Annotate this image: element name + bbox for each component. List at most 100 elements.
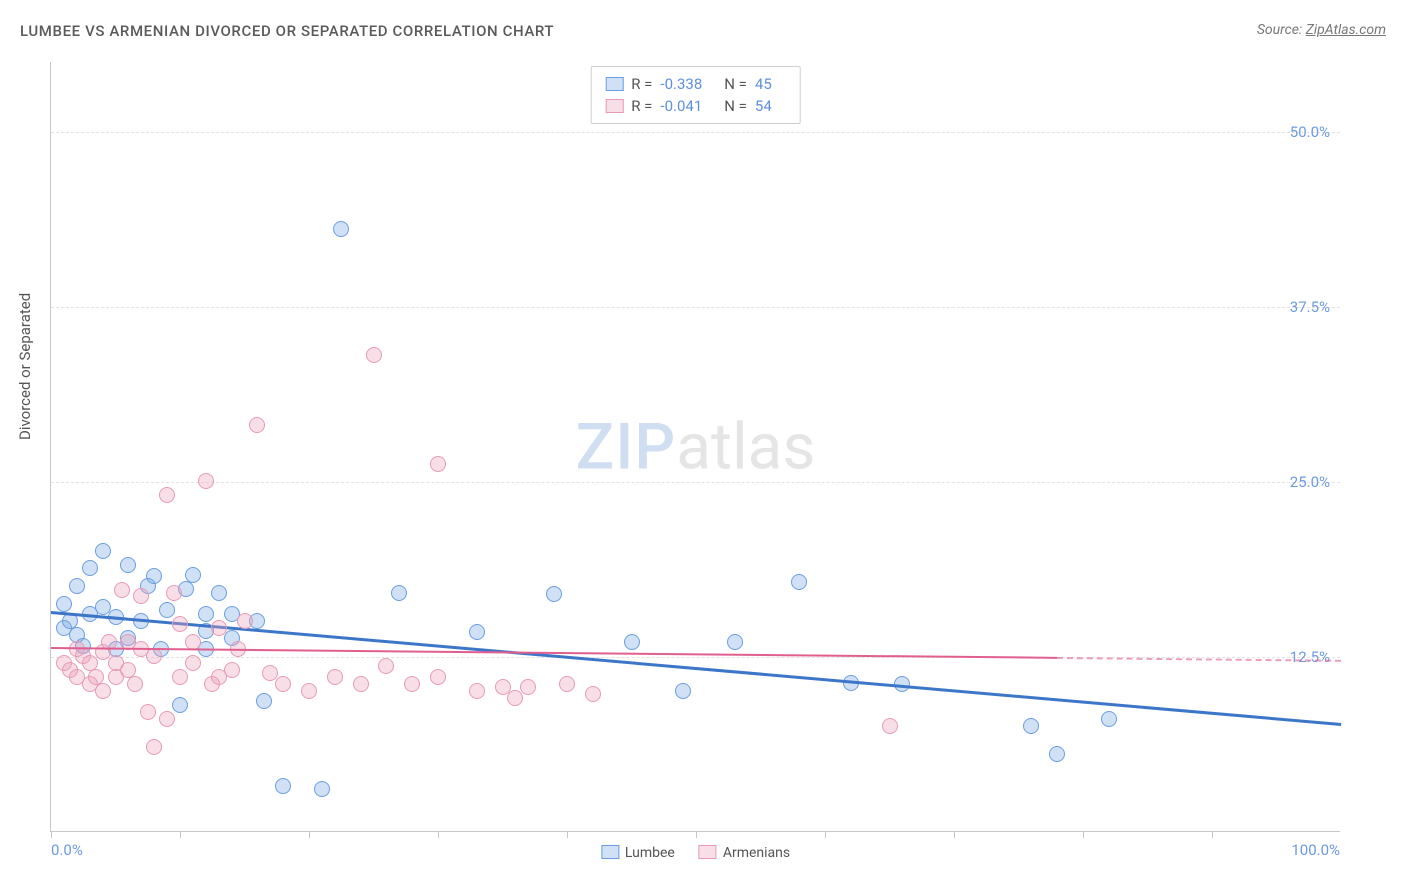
data-point-armenians <box>585 686 601 702</box>
data-point-armenians <box>95 683 111 699</box>
data-point-armenians <box>378 658 394 674</box>
legend-label-lumbee: Lumbee <box>625 845 675 861</box>
x-tick-mark <box>696 831 697 838</box>
data-point-armenians <box>249 417 265 433</box>
watermark-zip: ZIP <box>576 409 677 484</box>
legend-item-armenians[interactable]: Armenians <box>699 845 790 861</box>
x-tick-mark <box>567 831 568 838</box>
data-point-armenians <box>114 582 130 598</box>
data-point-armenians <box>224 662 240 678</box>
source-attribution: Source: ZipAtlas.com <box>1257 22 1386 38</box>
x-label-max: 100.0% <box>1291 841 1340 859</box>
source-prefix: Source: <box>1257 22 1306 38</box>
legend-N-value-armenians: 54 <box>755 95 772 117</box>
x-tick-mark <box>954 831 955 838</box>
x-tick-mark <box>309 831 310 838</box>
data-point-armenians <box>404 676 420 692</box>
watermark-atlas: atlas <box>676 409 815 484</box>
y-tick-label: 25.0% <box>1290 473 1330 491</box>
legend-N-value-lumbee: 45 <box>755 73 772 95</box>
data-point-lumbee <box>727 634 743 650</box>
data-point-armenians <box>172 616 188 632</box>
x-label-min: 0.0% <box>51 841 83 859</box>
legend-label-armenians: Armenians <box>723 845 790 861</box>
data-point-lumbee <box>1049 746 1065 762</box>
y-tick-label: 37.5% <box>1290 298 1330 316</box>
data-point-armenians <box>146 648 162 664</box>
data-point-armenians <box>507 690 523 706</box>
data-point-armenians <box>146 739 162 755</box>
data-point-armenians <box>159 711 175 727</box>
data-point-lumbee <box>1023 718 1039 734</box>
legend-N-label: N = <box>724 73 747 95</box>
legend-swatch-armenians <box>699 845 717 859</box>
data-point-armenians <box>275 676 291 692</box>
legend-series: Lumbee Armenians <box>601 845 790 861</box>
x-tick-mark <box>180 831 181 838</box>
data-point-armenians <box>430 456 446 472</box>
data-point-lumbee <box>159 602 175 618</box>
data-point-lumbee <box>211 585 227 601</box>
data-point-armenians <box>520 679 536 695</box>
source-link[interactable]: ZipAtlas.com <box>1306 22 1386 38</box>
data-point-lumbee <box>1101 711 1117 727</box>
y-tick-label: 12.5% <box>1290 648 1330 666</box>
chart-title: LUMBEE VS ARMENIAN DIVORCED OR SEPARATED… <box>20 22 554 40</box>
legend-R-value-armenians: -0.041 <box>660 95 702 117</box>
data-point-armenians <box>140 704 156 720</box>
data-point-armenians <box>882 718 898 734</box>
data-point-lumbee <box>69 578 85 594</box>
data-point-armenians <box>185 655 201 671</box>
data-point-armenians <box>559 676 575 692</box>
data-point-lumbee <box>675 683 691 699</box>
gridline <box>51 482 1340 483</box>
data-point-lumbee <box>198 606 214 622</box>
x-tick-mark <box>1083 831 1084 838</box>
data-point-lumbee <box>333 221 349 237</box>
data-point-lumbee <box>314 781 330 797</box>
data-point-armenians <box>237 613 253 629</box>
data-point-armenians <box>211 620 227 636</box>
legend-item-lumbee[interactable]: Lumbee <box>601 845 675 861</box>
legend-R-value-lumbee: -0.338 <box>660 73 702 95</box>
data-point-armenians <box>127 676 143 692</box>
legend-R-label: R = <box>631 95 652 117</box>
x-tick-mark <box>51 831 52 838</box>
data-point-armenians <box>301 683 317 699</box>
data-point-lumbee <box>791 574 807 590</box>
data-point-lumbee <box>82 560 98 576</box>
gridline <box>51 132 1340 133</box>
data-point-lumbee <box>185 567 201 583</box>
data-point-lumbee <box>624 634 640 650</box>
x-tick-mark <box>825 831 826 838</box>
x-tick-mark <box>438 831 439 838</box>
data-point-lumbee <box>56 596 72 612</box>
data-point-armenians <box>159 487 175 503</box>
data-point-armenians <box>430 669 446 685</box>
data-point-lumbee <box>275 778 291 794</box>
data-point-lumbee <box>95 543 111 559</box>
data-point-lumbee <box>391 585 407 601</box>
data-point-lumbee <box>256 693 272 709</box>
data-point-armenians <box>133 588 149 604</box>
data-point-lumbee <box>469 624 485 640</box>
data-point-armenians <box>353 676 369 692</box>
data-point-armenians <box>469 683 485 699</box>
data-point-armenians <box>166 585 182 601</box>
watermark: ZIPatlas <box>576 409 816 484</box>
legend-R-label: R = <box>631 73 652 95</box>
legend-stats-row-armenians: R = -0.041 N = 54 <box>605 95 786 117</box>
data-point-lumbee <box>120 557 136 573</box>
data-point-armenians <box>198 473 214 489</box>
legend-stats-row-lumbee: R = -0.338 N = 45 <box>605 73 786 95</box>
legend-stats-box: R = -0.338 N = 45 R = -0.041 N = 54 <box>590 66 801 124</box>
data-point-lumbee <box>172 697 188 713</box>
legend-swatch-lumbee <box>601 845 619 859</box>
y-tick-label: 50.0% <box>1290 123 1330 141</box>
legend-N-label: N = <box>724 95 747 117</box>
gridline <box>51 307 1340 308</box>
data-point-armenians <box>327 669 343 685</box>
data-point-armenians <box>366 347 382 363</box>
legend-swatch-lumbee <box>605 77 623 91</box>
data-point-armenians <box>172 669 188 685</box>
